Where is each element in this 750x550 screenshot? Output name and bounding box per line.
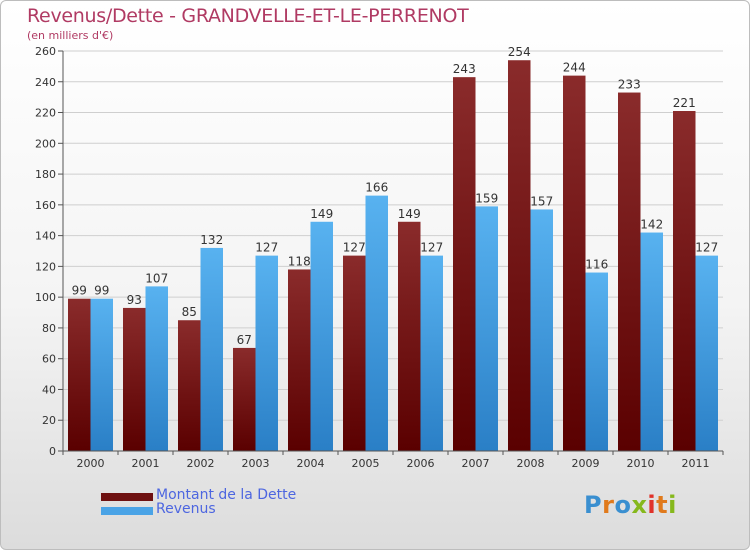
bar-dette-2004	[288, 269, 311, 451]
data-label-revenus-2002: 132	[200, 233, 223, 247]
data-label-revenus-2005: 166	[365, 181, 388, 195]
y-tick-label: 240	[35, 76, 56, 89]
bar-dette-2001	[123, 307, 146, 451]
legend-label-dette: Montant de la Dette	[156, 487, 297, 503]
logo-letter: i	[668, 491, 677, 519]
y-tick-label: 140	[35, 230, 56, 243]
bar-revenus-2005	[365, 195, 388, 451]
legend-swatch-revenus	[101, 507, 153, 515]
y-tick-label: 20	[42, 414, 56, 427]
data-label-dette-2007: 243	[453, 62, 476, 76]
bar-revenus-2002	[200, 247, 223, 451]
logo-letter: i	[647, 491, 657, 519]
data-label-revenus-2001: 107	[145, 271, 168, 285]
data-label-dette-2006: 149	[398, 207, 421, 221]
data-label-dette-2005: 127	[343, 241, 366, 255]
bar-revenus-2008	[530, 209, 553, 451]
y-tick-label: 80	[42, 322, 56, 335]
bar-dette-2002	[178, 320, 201, 451]
bar-revenus-2010	[640, 232, 663, 451]
legend-label-revenus: Revenus	[156, 501, 216, 517]
proxiti-logo: Proxiti	[584, 491, 677, 519]
data-label-revenus-2011: 127	[695, 241, 718, 255]
chart-subtitle: (en milliers d'€)	[27, 29, 114, 42]
data-label-revenus-2004: 149	[310, 207, 333, 221]
data-label-dette-2009: 244	[563, 61, 586, 75]
data-label-dette-2011: 221	[673, 96, 696, 110]
data-label-revenus-2006: 127	[420, 241, 443, 255]
y-tick-label: 40	[42, 383, 56, 396]
bar-dette-2007	[453, 77, 476, 452]
logo-letter: x	[631, 491, 648, 519]
data-label-revenus-2007: 159	[475, 191, 498, 205]
x-tick-label: 2009	[572, 457, 600, 470]
data-label-dette-2001: 93	[127, 293, 142, 307]
x-tick-label: 2004	[297, 457, 325, 470]
x-tick-label: 2007	[462, 457, 490, 470]
logo-letter: t	[656, 491, 669, 519]
bar-dette-2008	[508, 60, 531, 451]
logo-letter: r	[602, 491, 615, 519]
data-label-dette-2002: 85	[182, 305, 197, 319]
x-tick-label: 2008	[517, 457, 545, 470]
y-tick-label: 0	[49, 445, 56, 458]
x-tick-label: 2010	[627, 457, 655, 470]
data-label-dette-2003: 67	[237, 333, 252, 347]
x-tick-label: 2000	[77, 457, 105, 470]
y-tick-label: 180	[35, 168, 56, 181]
bar-dette-2010	[618, 92, 641, 452]
x-tick-label: 2003	[242, 457, 270, 470]
bar-revenus-2011	[695, 255, 718, 451]
y-tick-label: 200	[35, 137, 56, 150]
bar-dette-2000	[68, 298, 91, 451]
bar-revenus-2003	[255, 255, 278, 451]
logo-letter: P	[584, 491, 603, 519]
y-tick-label: 120	[35, 260, 56, 273]
y-tick-label: 160	[35, 199, 56, 212]
bar-revenus-2000	[90, 298, 113, 451]
x-tick-label: 2002	[187, 457, 215, 470]
x-tick-label: 2005	[352, 457, 380, 470]
data-label-revenus-2000: 99	[94, 284, 109, 298]
bar-dette-2011	[673, 111, 696, 451]
bar-revenus-2009	[585, 272, 608, 451]
bar-dette-2003	[233, 347, 256, 451]
data-label-revenus-2003: 127	[255, 241, 278, 255]
data-label-dette-2000: 99	[72, 284, 87, 298]
x-tick-label: 2006	[407, 457, 435, 470]
logo-letter: o	[614, 491, 632, 519]
bar-dette-2005	[343, 255, 366, 451]
x-tick-label: 2001	[132, 457, 160, 470]
x-tick-label: 2011	[682, 457, 710, 470]
data-label-revenus-2009: 116	[585, 258, 608, 272]
bar-revenus-2004	[310, 221, 333, 451]
y-tick-label: 220	[35, 107, 56, 120]
legend-swatch-dette	[101, 493, 153, 501]
data-label-revenus-2008: 157	[530, 194, 553, 208]
y-tick-label: 60	[42, 353, 56, 366]
data-label-revenus-2010: 142	[640, 218, 663, 232]
data-label-dette-2010: 233	[618, 78, 641, 92]
bar-revenus-2001	[145, 286, 168, 451]
bar-revenus-2007	[475, 206, 498, 451]
chart-title: Revenus/Dette - GRANDVELLE-ET-LE-PERRENO…	[27, 5, 469, 27]
bar-revenus-2006	[420, 255, 443, 451]
y-tick-label: 100	[35, 291, 56, 304]
bar-dette-2006	[398, 221, 421, 451]
data-label-dette-2008: 254	[508, 45, 531, 59]
data-label-dette-2004: 118	[288, 254, 311, 268]
bar-dette-2009	[563, 75, 586, 451]
y-tick-label: 260	[35, 45, 56, 58]
